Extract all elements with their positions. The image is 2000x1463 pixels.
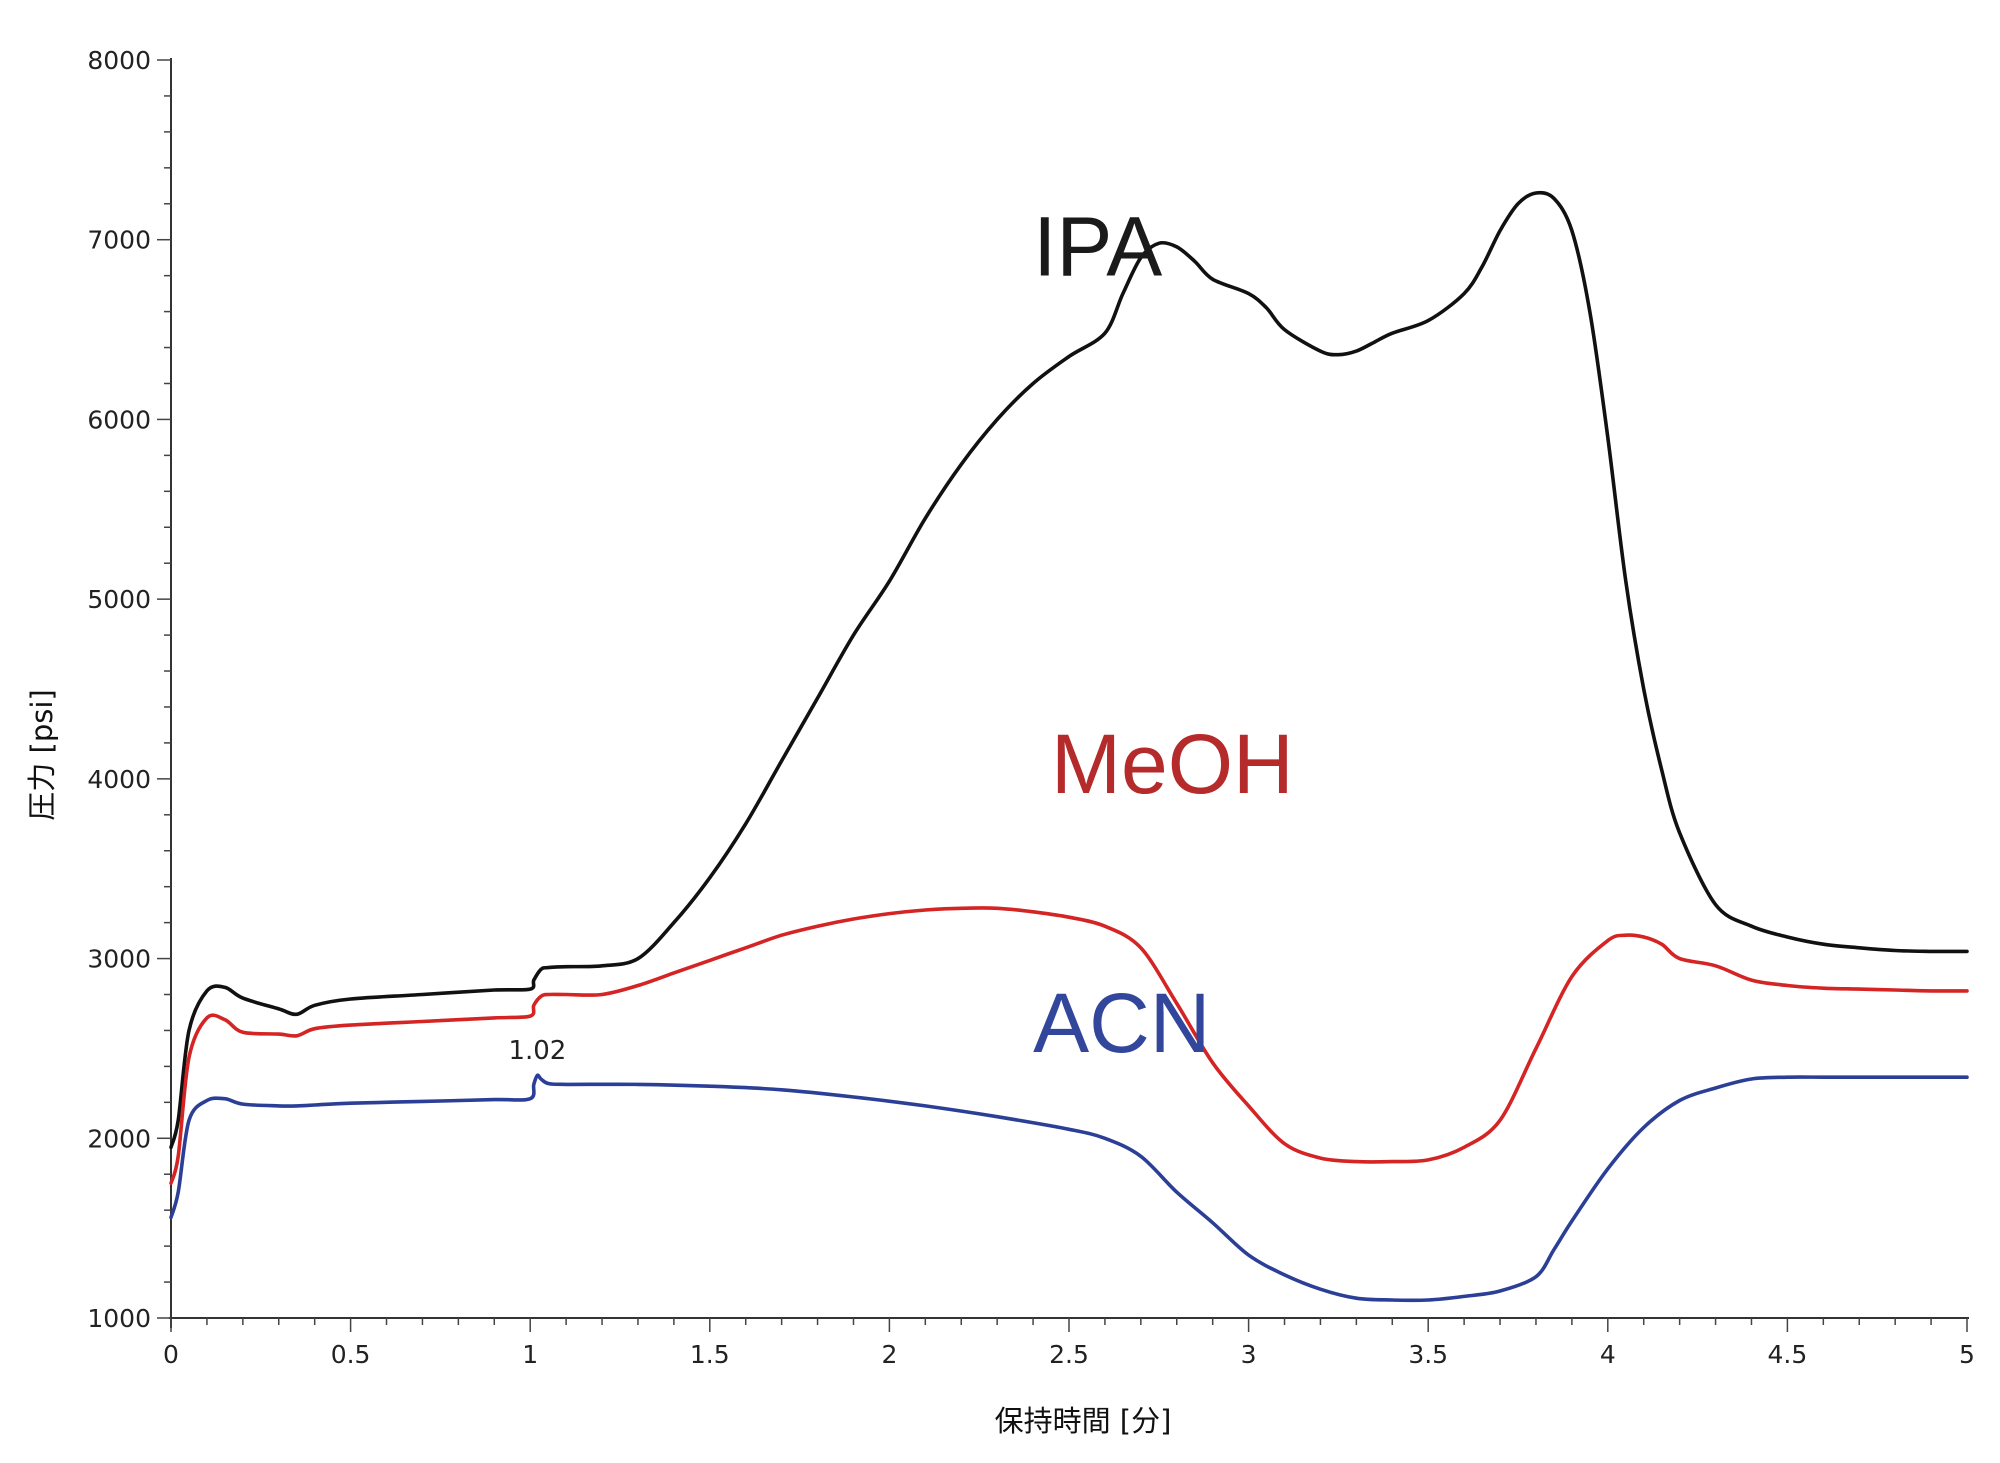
x-tick-label: 2.5 <box>1049 1340 1089 1369</box>
x-tick-label: 2 <box>881 1340 897 1369</box>
y-tick-label: 7000 <box>87 226 151 255</box>
series-labels: IPA MeOH ACN 1.02 <box>508 200 1293 1070</box>
y-tick-label: 2000 <box>87 1124 151 1153</box>
series-lines <box>169 190 1969 1303</box>
series-line-acn <box>169 1073 1969 1303</box>
series-label-ipa: IPA <box>1033 200 1162 294</box>
axes: 1000 2000 3000 4000 5000 6000 7000 8000 0 0.5 1 1.5… <box>87 46 1975 1369</box>
x-tick-label: 0 <box>163 1340 179 1369</box>
x-tick-label: 1 <box>522 1340 538 1369</box>
y-tick-label: 3000 <box>87 945 151 974</box>
x-tick-label: 3 <box>1241 1340 1257 1369</box>
x-tick-label: 4.5 <box>1768 1340 1808 1369</box>
series-label-meoh: MeOH <box>1051 717 1294 811</box>
series-label-acn: ACN <box>1033 976 1210 1070</box>
x-tick-label: 0.5 <box>331 1340 371 1369</box>
x-axis-title: 保持時間 [分] <box>995 1404 1172 1438</box>
series-line-ipa <box>169 190 1969 1150</box>
x-tick-label: 4 <box>1600 1340 1616 1369</box>
x-tick-label: 1.5 <box>690 1340 730 1369</box>
y-tick-label: 6000 <box>87 405 151 434</box>
series-line-meoh <box>169 906 1969 1185</box>
y-tick-label: 8000 <box>87 46 151 75</box>
y-tick-label: 4000 <box>87 765 151 794</box>
x-tick-label: 3.5 <box>1408 1340 1448 1369</box>
x-tick-label: 5 <box>1959 1340 1975 1369</box>
y-axis-title: 圧力 [psi] <box>25 689 59 820</box>
y-tick-label: 5000 <box>87 585 151 614</box>
peak-annotation: 1.02 <box>508 1036 566 1066</box>
y-tick-label: 1000 <box>87 1304 151 1333</box>
